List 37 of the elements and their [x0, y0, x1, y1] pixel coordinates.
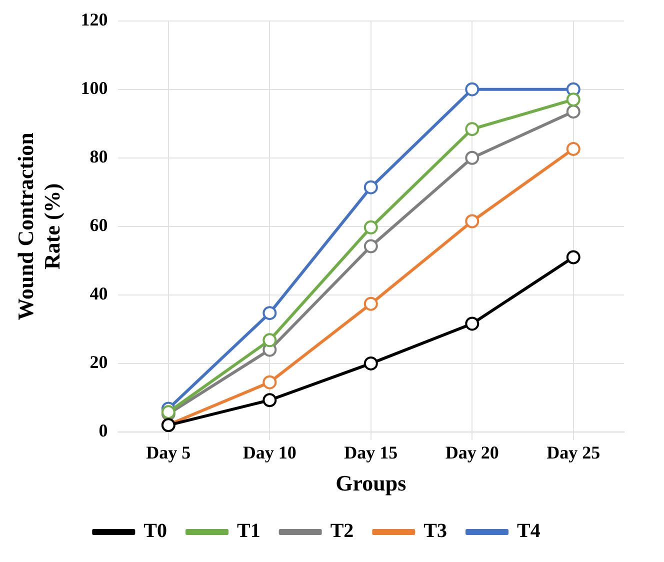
point: [566, 142, 580, 156]
legend-label: T3: [424, 520, 448, 542]
y-tick-label: 20: [90, 352, 108, 372]
point: [364, 220, 378, 234]
legend-label: T0: [144, 520, 167, 542]
point: [465, 82, 480, 96]
y-tick-label: 40: [90, 284, 108, 304]
point: [465, 122, 480, 136]
point: [465, 150, 480, 165]
y-axis-title: Wound Contraction Rate (%): [12, 132, 64, 320]
x-tick-label: Day 25: [546, 442, 600, 462]
y-tick-label: 100: [80, 78, 108, 98]
point: [465, 316, 480, 331]
point: [465, 214, 480, 228]
legend-label: T2: [330, 520, 354, 542]
y-tick-label: 60: [90, 215, 108, 236]
legend-label: T4: [517, 520, 540, 542]
point: [262, 333, 277, 348]
point: [364, 296, 378, 311]
x-axis-title: Groups: [336, 470, 407, 496]
x-tick-label: Day 10: [242, 442, 296, 462]
point: [566, 92, 580, 107]
y-tick-label: 0: [98, 420, 108, 441]
point: [262, 393, 277, 408]
point: [364, 180, 378, 194]
legend-label: T1: [236, 520, 260, 542]
x-tick-label: Day 15: [344, 442, 398, 462]
point: [364, 239, 378, 254]
point: [566, 250, 580, 264]
y-tick-label: 120: [80, 9, 108, 30]
x-tick-label: Day 20: [445, 442, 499, 462]
point: [364, 356, 378, 370]
point: [262, 375, 277, 390]
x-tick-label: Day 5: [146, 442, 191, 462]
y-tick-label: 80: [90, 146, 108, 167]
point: [566, 104, 580, 119]
point: [262, 306, 277, 320]
